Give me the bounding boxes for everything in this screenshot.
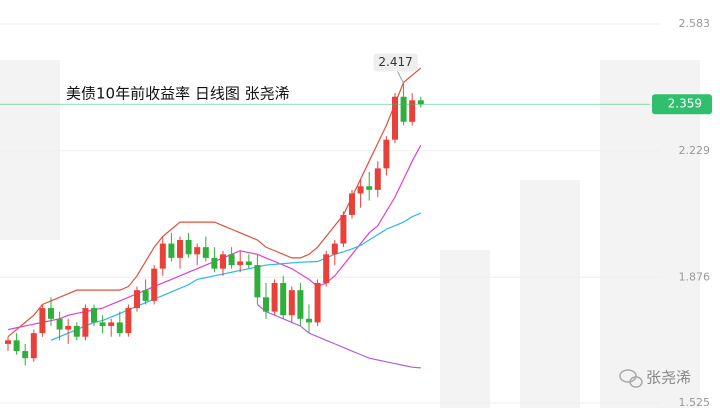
candle-body <box>125 308 132 334</box>
candle-body <box>306 318 312 323</box>
candle-body <box>99 322 106 326</box>
candle-body <box>288 290 295 316</box>
candle-body <box>366 186 373 190</box>
candle-body <box>211 257 218 269</box>
candle-body <box>65 325 72 330</box>
high-label: 2.417 <box>378 55 412 69</box>
candle-body <box>134 290 140 309</box>
candle-body <box>82 308 89 337</box>
candle-body <box>400 96 407 122</box>
candle-body <box>142 290 149 301</box>
candle-body <box>392 96 398 140</box>
y-tick-label: 1.525 <box>679 396 711 408</box>
candle-body <box>159 243 166 269</box>
watermark: 张尧浠 <box>646 369 691 387</box>
candle-body <box>48 308 54 319</box>
candle-body <box>116 322 123 334</box>
candle-body <box>314 282 321 323</box>
indicator-line <box>50 212 422 341</box>
candle-body <box>22 351 29 359</box>
candle-body <box>194 247 201 255</box>
candle-body <box>13 340 20 352</box>
candle-body <box>39 308 46 334</box>
candle-body <box>56 318 63 330</box>
candle-body <box>331 243 338 255</box>
candle-body <box>409 100 416 122</box>
y-tick-label: 2.229 <box>679 144 711 157</box>
candle-body <box>5 340 11 344</box>
candle-body <box>237 261 244 266</box>
candle-body <box>245 261 252 266</box>
y-tick-label: 2.583 <box>679 17 711 30</box>
candle-body <box>73 325 80 337</box>
chart-title: 美债10年前收益率 日线图 张尧浠 <box>66 85 290 103</box>
candle-body <box>228 254 235 266</box>
candle-body <box>417 100 424 105</box>
y-tick-label: 1.876 <box>679 270 711 283</box>
candle-body <box>151 268 158 301</box>
candle-body <box>357 186 364 194</box>
candle-body <box>168 243 175 258</box>
candle-body <box>340 214 347 244</box>
candle-body <box>280 282 287 316</box>
high-box <box>373 53 418 72</box>
watermark-buildings <box>0 60 700 408</box>
candle-body <box>91 308 97 323</box>
candle-body <box>263 297 269 312</box>
candle-body <box>323 254 330 283</box>
candle-body <box>177 240 183 258</box>
last-price-box <box>652 94 712 115</box>
candle-body <box>220 254 226 269</box>
candle-body <box>271 282 278 312</box>
candle-body <box>383 139 390 169</box>
candle-body <box>349 193 355 215</box>
candle-body <box>185 240 192 255</box>
logo <box>619 369 643 388</box>
candle-body <box>30 333 37 359</box>
candle-body <box>297 290 304 319</box>
candle-body <box>374 168 381 190</box>
candle-body <box>254 265 261 298</box>
last-price-label: 2.359 <box>668 97 702 111</box>
indicator-line <box>257 304 421 369</box>
high-leader <box>397 71 405 84</box>
candle-body <box>202 247 209 258</box>
candle-body <box>108 322 115 326</box>
